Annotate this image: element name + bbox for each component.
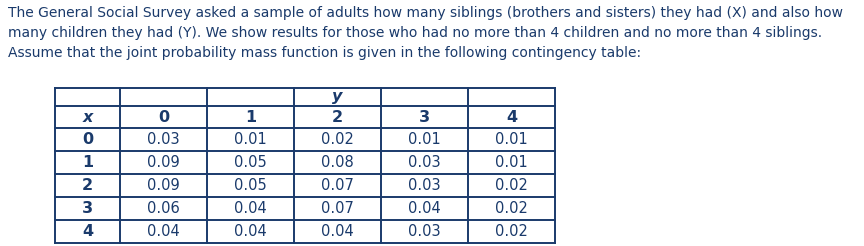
Text: 0.02: 0.02 [495, 201, 528, 216]
Text: 0.07: 0.07 [321, 201, 354, 216]
Text: The General Social Survey asked a sample of adults how many siblings (brothers a: The General Social Survey asked a sample… [8, 6, 843, 60]
Text: 0.04: 0.04 [147, 224, 180, 239]
Text: 4: 4 [82, 224, 93, 239]
Text: 0.01: 0.01 [408, 132, 441, 147]
Text: 0.05: 0.05 [234, 155, 267, 170]
Text: 0.01: 0.01 [495, 132, 528, 147]
Text: 0.04: 0.04 [321, 224, 354, 239]
Text: 0.04: 0.04 [234, 224, 267, 239]
Text: 0.05: 0.05 [234, 178, 267, 193]
Text: x: x [82, 109, 92, 124]
Text: 0.01: 0.01 [495, 155, 528, 170]
Text: 0.06: 0.06 [147, 201, 180, 216]
Text: 0.02: 0.02 [495, 224, 528, 239]
Text: 0.02: 0.02 [321, 132, 354, 147]
Text: 0.03: 0.03 [408, 155, 441, 170]
Text: 0.03: 0.03 [408, 178, 441, 193]
Text: 0.09: 0.09 [147, 155, 180, 170]
Text: 2: 2 [82, 178, 93, 193]
Text: y: y [333, 90, 343, 105]
Text: 0: 0 [82, 132, 93, 147]
Text: 1: 1 [245, 109, 256, 124]
Text: 2: 2 [332, 109, 343, 124]
Text: 1: 1 [82, 155, 93, 170]
Text: 0.02: 0.02 [495, 178, 528, 193]
Text: 0.08: 0.08 [321, 155, 354, 170]
Text: 0: 0 [158, 109, 169, 124]
Text: 0.03: 0.03 [408, 224, 441, 239]
Text: 0.09: 0.09 [147, 178, 180, 193]
Text: 0.04: 0.04 [408, 201, 441, 216]
Text: 0.07: 0.07 [321, 178, 354, 193]
Text: 0.01: 0.01 [234, 132, 267, 147]
Text: 3: 3 [82, 201, 93, 216]
Text: 0.03: 0.03 [147, 132, 180, 147]
Text: 3: 3 [419, 109, 430, 124]
Text: 4: 4 [506, 109, 517, 124]
Text: 0.04: 0.04 [234, 201, 267, 216]
